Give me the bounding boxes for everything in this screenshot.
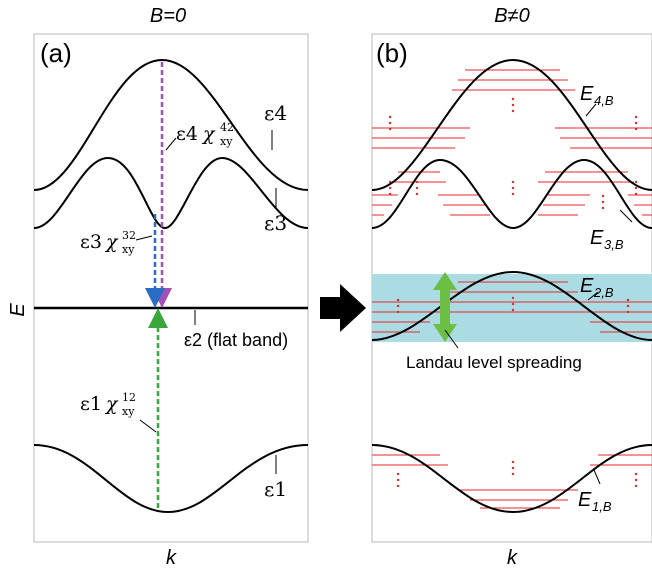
svg-text:32: 32 bbox=[122, 229, 136, 242]
landau-ellipsis-dots bbox=[388, 97, 638, 488]
panel-b-header: B≠0 bbox=[494, 5, 529, 27]
svg-text:xy: xy bbox=[220, 135, 233, 148]
band-e1-label: ε1 bbox=[264, 477, 287, 501]
transition-32-label: ε3 χ 32 xy bbox=[80, 229, 153, 256]
panel-a-x-label: k bbox=[166, 547, 177, 569]
band-e4-curve bbox=[33, 58, 309, 191]
landau-annotation: Landau level spreading bbox=[406, 353, 582, 372]
band-e2b-label: E 2,B bbox=[580, 275, 614, 301]
svg-text:χ: χ bbox=[104, 231, 119, 253]
svg-text:xy: xy bbox=[122, 243, 135, 256]
svg-text:1,B: 1,B bbox=[592, 499, 612, 514]
band-e3b-curve bbox=[371, 158, 652, 230]
svg-text:3,B: 3,B bbox=[604, 237, 624, 252]
annotation-pointer bbox=[444, 329, 459, 349]
svg-text:ε4: ε4 bbox=[176, 123, 198, 145]
band-e3-curve bbox=[33, 156, 309, 230]
band-e1b-curve bbox=[371, 444, 652, 514]
panel-a-frame bbox=[33, 33, 309, 543]
transition-12-label: ε1 χ 12 xy bbox=[80, 391, 157, 433]
e2-highlight-band bbox=[372, 274, 652, 342]
svg-text:ε1: ε1 bbox=[80, 393, 102, 415]
band-e4-label: ε4 bbox=[264, 101, 287, 125]
band-e3b-label: E 3,B bbox=[590, 209, 633, 252]
svg-text:χ: χ bbox=[104, 393, 119, 415]
svg-text:E: E bbox=[590, 227, 604, 249]
band-e1b-label: E 1,B bbox=[578, 469, 612, 514]
landau-spread-arrow bbox=[433, 272, 457, 342]
svg-text:xy: xy bbox=[122, 405, 135, 418]
band-e2-label: ε2 (flat band) bbox=[184, 330, 288, 350]
band-e4b-curve bbox=[371, 58, 652, 191]
transition-42-label: ε4 χ 42 xy bbox=[165, 121, 234, 151]
band-e3-label: ε3 bbox=[264, 211, 287, 235]
panel-b-x-label: k bbox=[507, 547, 518, 569]
svg-text:E: E bbox=[580, 275, 594, 297]
svg-text:ε3: ε3 bbox=[80, 231, 102, 253]
svg-text:E: E bbox=[578, 489, 592, 511]
panel-a-label: (a) bbox=[40, 38, 72, 68]
svg-text:4,B: 4,B bbox=[594, 93, 614, 108]
svg-text:χ: χ bbox=[201, 123, 216, 145]
band-e2b-curve bbox=[371, 270, 652, 341]
svg-text:12: 12 bbox=[122, 391, 136, 404]
panel-b-label: (b) bbox=[376, 38, 408, 68]
svg-text:42: 42 bbox=[220, 121, 234, 134]
band-e4b-label: E 4,B bbox=[580, 83, 614, 117]
svg-text:2,B: 2,B bbox=[593, 285, 614, 300]
band-e1-curve bbox=[33, 444, 309, 514]
y-axis-label: E bbox=[7, 303, 29, 317]
big-right-arrow bbox=[320, 284, 366, 332]
panel-a-header: B=0 bbox=[150, 5, 186, 27]
svg-text:E: E bbox=[580, 83, 594, 105]
